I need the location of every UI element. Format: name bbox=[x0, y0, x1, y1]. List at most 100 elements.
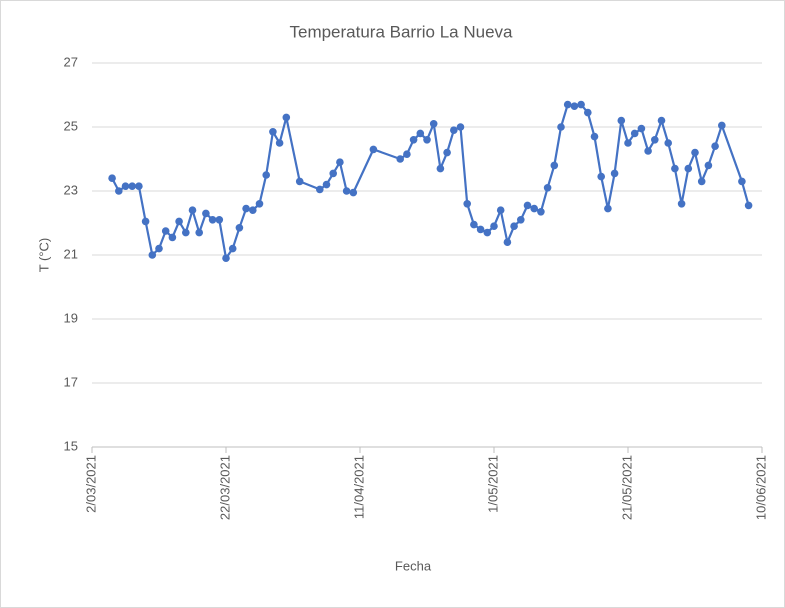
data-point bbox=[423, 136, 431, 144]
y-tick-label: 19 bbox=[64, 310, 78, 325]
data-point bbox=[409, 136, 418, 144]
data-point bbox=[624, 139, 632, 147]
y-tick-label: 23 bbox=[64, 182, 78, 197]
data-point bbox=[517, 216, 525, 224]
data-point bbox=[115, 187, 123, 195]
data-point bbox=[537, 208, 545, 216]
data-point bbox=[584, 108, 592, 117]
data-point bbox=[295, 177, 304, 186]
data-point bbox=[396, 155, 405, 163]
data-point bbox=[496, 206, 505, 214]
x-tick-label: 22/03/2021 bbox=[217, 455, 232, 520]
data-point bbox=[182, 228, 190, 237]
data-point bbox=[322, 180, 331, 189]
x-tick-label: 2/03/2021 bbox=[83, 455, 98, 513]
y-axis-label: T (°C) bbox=[36, 238, 51, 273]
data-point bbox=[671, 164, 679, 173]
data-point bbox=[188, 206, 197, 214]
chart-title: Temperatura Barrio La Nueva bbox=[289, 22, 513, 41]
data-point bbox=[456, 123, 465, 131]
x-axis-label: Fecha bbox=[395, 558, 432, 573]
data-point bbox=[108, 174, 116, 182]
data-point bbox=[563, 100, 572, 109]
data-point bbox=[175, 217, 183, 226]
x-tick-label: 21/05/2021 bbox=[619, 455, 634, 520]
data-point bbox=[242, 204, 250, 213]
y-tick-label: 21 bbox=[64, 246, 78, 261]
data-point bbox=[316, 185, 324, 194]
data-point bbox=[590, 132, 599, 141]
data-point bbox=[349, 188, 358, 197]
data-point bbox=[155, 244, 163, 253]
data-point bbox=[684, 164, 693, 173]
data-point bbox=[711, 142, 719, 150]
data-point bbox=[691, 148, 699, 157]
data-point bbox=[329, 169, 338, 178]
data-point bbox=[657, 116, 666, 125]
data-point bbox=[664, 139, 672, 147]
data-point bbox=[570, 102, 579, 110]
data-point bbox=[262, 171, 271, 179]
data-point bbox=[436, 164, 445, 173]
data-point bbox=[651, 136, 659, 144]
data-point bbox=[644, 147, 652, 155]
data-point bbox=[195, 228, 203, 237]
data-point bbox=[121, 182, 130, 190]
y-tick-label: 17 bbox=[64, 374, 78, 389]
x-tick-label: 11/04/2021 bbox=[351, 455, 366, 519]
data-point bbox=[282, 113, 291, 122]
data-point bbox=[403, 150, 411, 158]
data-point bbox=[637, 124, 646, 133]
data-point bbox=[530, 204, 538, 213]
data-point bbox=[510, 222, 518, 230]
data-point bbox=[228, 244, 237, 253]
data-point bbox=[597, 172, 605, 181]
data-point bbox=[443, 148, 451, 157]
data-point bbox=[202, 209, 210, 218]
data-point bbox=[483, 228, 492, 237]
x-tick-label: 1/05/2021 bbox=[485, 455, 500, 513]
data-point bbox=[141, 217, 150, 226]
data-point bbox=[148, 251, 157, 259]
data-point bbox=[503, 238, 512, 246]
data-point bbox=[744, 201, 753, 210]
data-point bbox=[577, 100, 585, 109]
data-point bbox=[128, 182, 136, 190]
data-point bbox=[450, 126, 458, 134]
data-point bbox=[557, 123, 565, 131]
data-point bbox=[135, 182, 143, 190]
data-point bbox=[336, 158, 344, 166]
data-point bbox=[697, 177, 706, 186]
data-point bbox=[168, 233, 177, 242]
data-point bbox=[215, 216, 224, 224]
data-point bbox=[718, 121, 726, 130]
data-point bbox=[369, 145, 378, 154]
data-point bbox=[463, 200, 472, 208]
data-point bbox=[476, 225, 485, 234]
data-point bbox=[416, 129, 425, 138]
data-point bbox=[523, 201, 532, 210]
data-point bbox=[610, 169, 619, 178]
y-tick-label: 25 bbox=[64, 118, 78, 133]
data-point bbox=[208, 216, 217, 224]
y-tick-label: 15 bbox=[64, 438, 78, 453]
data-point bbox=[342, 187, 351, 195]
data-point bbox=[738, 177, 746, 186]
data-point bbox=[550, 161, 559, 170]
x-tick-label: 10/06/2021 bbox=[753, 455, 768, 520]
data-point bbox=[617, 116, 626, 125]
data-point bbox=[235, 224, 244, 232]
data-point bbox=[704, 161, 713, 170]
data-point bbox=[429, 120, 438, 128]
data-point bbox=[630, 129, 639, 138]
data-point bbox=[677, 200, 686, 208]
data-point bbox=[269, 128, 277, 136]
data-point bbox=[604, 204, 612, 213]
data-point bbox=[543, 184, 552, 192]
data-point bbox=[255, 200, 264, 208]
data-point bbox=[222, 254, 230, 262]
data-point bbox=[275, 139, 284, 147]
data-point bbox=[470, 220, 478, 229]
